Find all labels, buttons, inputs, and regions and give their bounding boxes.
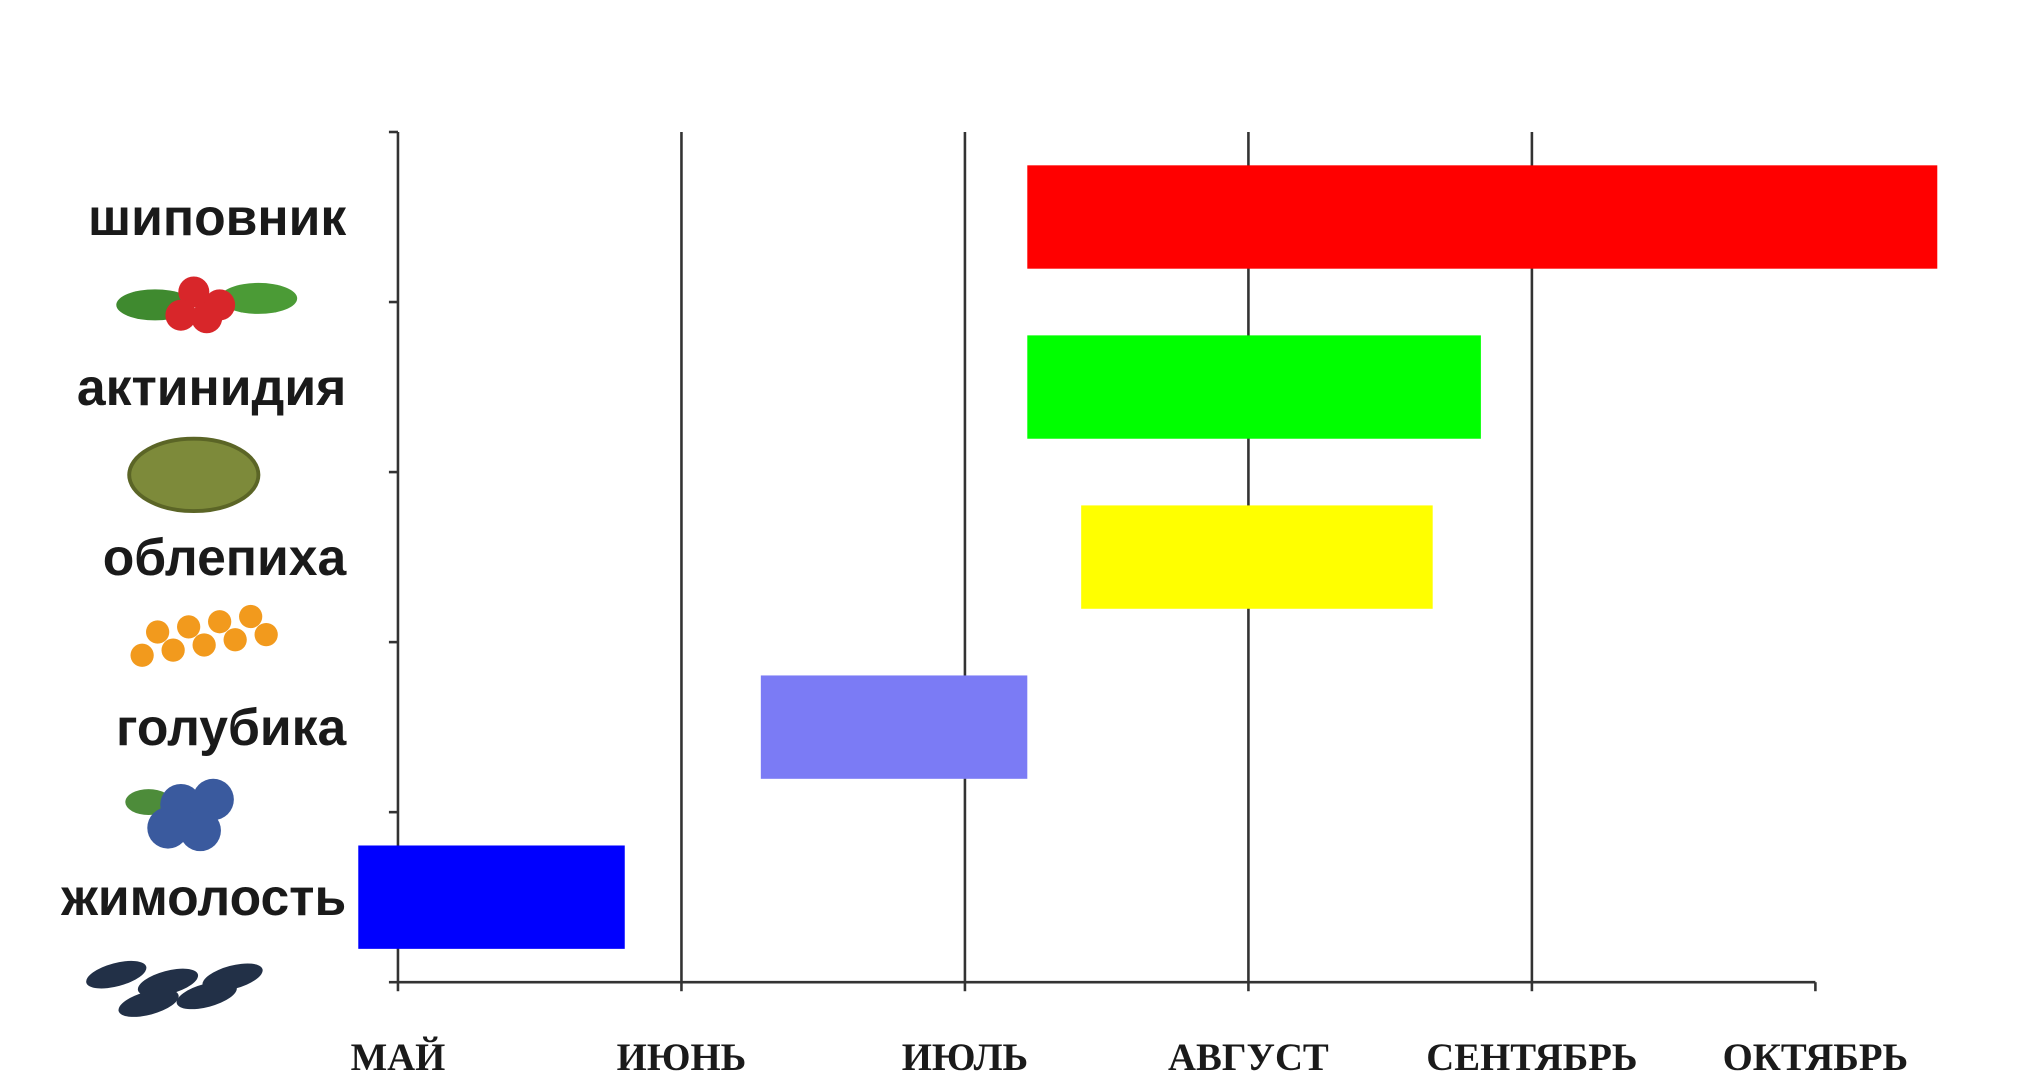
fruit-icon xyxy=(130,604,278,667)
bar xyxy=(1081,505,1433,609)
bar xyxy=(1027,335,1481,439)
x-tick-label: СЕНТЯБРЬ xyxy=(1426,1036,1637,1078)
category-label: актинидия xyxy=(77,358,346,416)
x-tick-label: ОКТЯБРЬ xyxy=(1723,1036,1909,1078)
x-tick-label: АВГУСТ xyxy=(1168,1036,1329,1078)
fruit-icon xyxy=(116,276,298,334)
fruit-icon xyxy=(127,436,261,514)
x-tick-label: ИЮЛЬ xyxy=(902,1036,1028,1078)
category-label: облепиха xyxy=(103,528,348,586)
fruit-icon xyxy=(125,778,234,852)
bar xyxy=(760,675,1028,779)
bar xyxy=(1027,165,1938,269)
fruit-icon xyxy=(86,960,263,1017)
category-label: жимолость xyxy=(60,868,346,926)
category-label: шиповник xyxy=(88,188,346,246)
x-tick-label: МАЙ xyxy=(351,1036,446,1078)
x-tick-label: ИЮНЬ xyxy=(617,1036,747,1078)
category-label: голубика xyxy=(116,698,348,756)
bar xyxy=(358,845,625,949)
